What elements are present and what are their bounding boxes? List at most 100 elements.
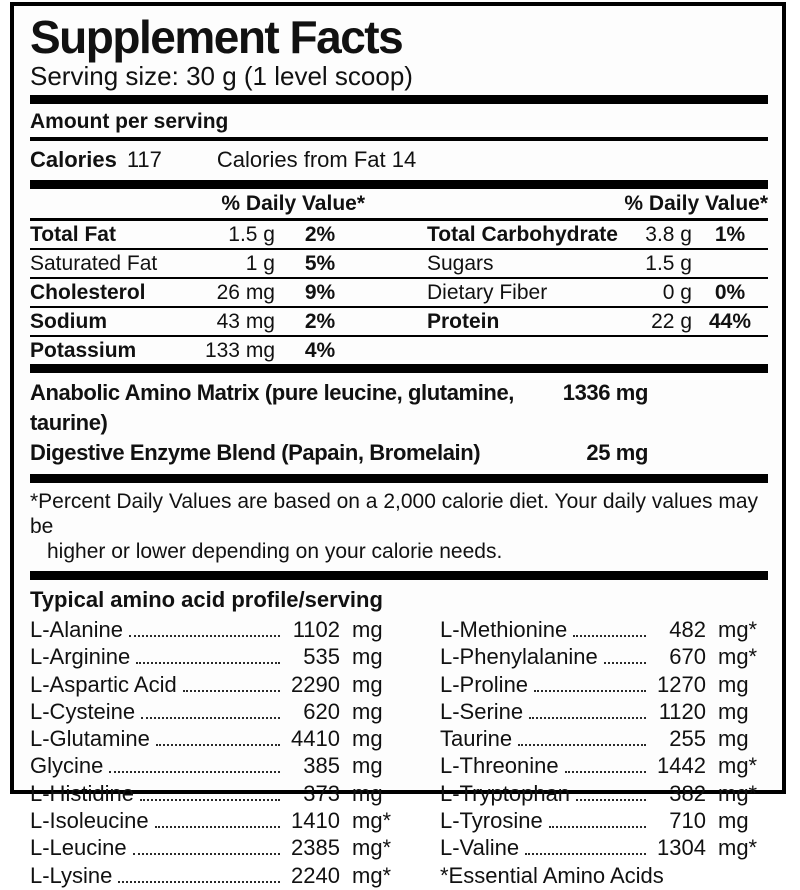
calories-row: Calories 117 Calories from Fat 14 bbox=[30, 141, 768, 180]
spacer bbox=[648, 378, 768, 438]
nutrient-amount: 43 mg bbox=[216, 310, 275, 333]
dot-leader bbox=[534, 689, 646, 692]
amino-unit: mg* bbox=[352, 835, 392, 861]
calories-label: Calories bbox=[30, 147, 117, 172]
amino-name: L-Aspartic Acid bbox=[30, 671, 177, 697]
divider-thick bbox=[30, 474, 768, 483]
amino-unit: mg* bbox=[718, 617, 758, 642]
amino-value: 482 bbox=[669, 617, 706, 642]
amino-value: 255 bbox=[669, 726, 706, 752]
dot-leader bbox=[128, 635, 280, 637]
amino-value: 373 bbox=[303, 780, 340, 806]
list-item: Glycine 385 mg bbox=[30, 753, 402, 780]
amino-name: L-Serine bbox=[440, 698, 524, 724]
amino-unit: mg bbox=[718, 726, 749, 752]
amino-value: 1442 bbox=[657, 753, 706, 779]
amino-value: 1120 bbox=[658, 698, 706, 724]
amino-unit: mg bbox=[352, 753, 383, 779]
amino-name: L-Cysteine bbox=[30, 698, 136, 724]
divider-thick bbox=[30, 95, 768, 104]
dot-leader bbox=[182, 689, 280, 692]
nutrient-name: Total Carbohydrate bbox=[427, 223, 618, 246]
amino-unit: mg bbox=[352, 726, 383, 752]
amino-unit: mg bbox=[718, 671, 749, 697]
panel-title: Supplement Facts bbox=[30, 11, 404, 63]
nutrient-dv: 2% bbox=[304, 310, 336, 333]
nutrient-dv: 1% bbox=[714, 223, 746, 246]
dot-leader bbox=[564, 771, 646, 774]
list-item: L-Aspartic Acid 2290 mg bbox=[30, 672, 402, 699]
column-gap bbox=[402, 617, 440, 890]
amino-name: L-Isoleucine bbox=[30, 808, 149, 834]
column-gap bbox=[365, 221, 427, 248]
blend-row: Anabolic Amino Matrix (pure leucine, glu… bbox=[30, 378, 768, 438]
table-row: Saturated Fat 1 g 5% Sugars 1.5 g bbox=[30, 248, 768, 277]
nutrient-dv: 44% bbox=[708, 310, 752, 333]
list-item: L-Methionine 482 mg* bbox=[440, 617, 768, 644]
amino-column-left: L-Alanine 1102 mg L-Arginine 535 mg L-Aspart… bbox=[30, 617, 402, 890]
column-gap bbox=[365, 337, 427, 364]
amino-value: 535 bbox=[303, 644, 340, 670]
dot-leader bbox=[155, 744, 280, 747]
amino-value: 620 bbox=[303, 698, 340, 724]
list-item: L-Arginine 535 mg bbox=[30, 644, 402, 671]
list-item: L-Proline 1270 mg bbox=[440, 672, 768, 699]
nutrient-amount: 22 g bbox=[651, 310, 692, 333]
dot-leader bbox=[118, 880, 280, 883]
dot-leader bbox=[573, 635, 646, 637]
nutrient-name: Potassium bbox=[30, 339, 137, 362]
amino-unit: mg bbox=[352, 698, 383, 724]
amino-value: 382 bbox=[669, 780, 706, 806]
amino-name: Taurine bbox=[440, 726, 513, 752]
blend-row: Digestive Enzyme Blend (Papain, Bromelai… bbox=[30, 438, 768, 468]
list-item: L-Phenylalanine 670 mg* bbox=[440, 644, 768, 671]
amino-name: Glycine bbox=[30, 753, 104, 779]
amino-profile-heading: Typical amino acid profile/serving bbox=[30, 587, 383, 612]
dot-leader bbox=[109, 771, 280, 774]
dot-leader bbox=[529, 716, 646, 719]
spacer bbox=[480, 438, 530, 468]
dot-leader bbox=[525, 853, 646, 856]
dot-leader bbox=[518, 744, 646, 747]
spacer bbox=[648, 438, 768, 468]
calories-value: 117 bbox=[126, 147, 162, 172]
list-item: L-Cysteine 620 mg bbox=[30, 699, 402, 726]
amino-name: L-Valine bbox=[440, 835, 520, 861]
amino-unit: mg bbox=[352, 644, 383, 670]
amino-name: L-Threonine bbox=[440, 753, 559, 779]
nutrient-amount: 1 g bbox=[245, 252, 275, 275]
amino-unit: mg bbox=[718, 808, 749, 834]
amino-column-right: L-Methionine 482 mg* L-Phenylalanine 670 mg*… bbox=[440, 617, 768, 890]
nutrient-dv bbox=[692, 337, 768, 364]
nutrient-name: Protein bbox=[427, 310, 500, 333]
divider-thick bbox=[30, 364, 768, 373]
list-item: Taurine 255 mg bbox=[440, 726, 768, 753]
list-item: L-Tryptophan 382 mg* bbox=[440, 781, 768, 808]
amount-per-serving-heading: Amount per serving bbox=[30, 110, 229, 133]
amino-unit: mg* bbox=[718, 835, 758, 861]
amino-name: L-Arginine bbox=[30, 644, 131, 670]
daily-value-header-right: % Daily Value* bbox=[624, 192, 768, 215]
list-item: L-Leucine 2385 mg* bbox=[30, 835, 402, 862]
amino-name: L-Leucine bbox=[30, 835, 127, 861]
amino-name: L-Tyrosine bbox=[440, 808, 543, 834]
nutrient-amount: 1.5 g bbox=[645, 252, 692, 275]
amino-name: L-Histidine bbox=[30, 780, 134, 806]
list-item: L-Isoleucine 1410 mg* bbox=[30, 808, 402, 835]
amino-unit: mg* bbox=[352, 808, 392, 834]
amino-acid-list: L-Alanine 1102 mg L-Arginine 535 mg L-Aspart… bbox=[30, 617, 768, 890]
amino-name: L-Glutamine bbox=[30, 726, 150, 752]
essential-amino-note: *Essential Amino Acids bbox=[440, 862, 664, 888]
amino-value: 1304 bbox=[657, 835, 706, 861]
amino-value: 1410 bbox=[291, 808, 340, 834]
daily-value-header-left: % Daily Value* bbox=[221, 192, 365, 215]
amino-value: 4410 bbox=[291, 726, 340, 752]
amino-value: 2290 bbox=[291, 671, 340, 697]
list-item: L-Lysine 2240 mg* bbox=[30, 863, 402, 890]
column-gap bbox=[365, 250, 427, 277]
nutrient-dv: 4% bbox=[304, 339, 336, 362]
amino-name: L-Tryptophan bbox=[440, 780, 571, 806]
nutrient-name: Cholesterol bbox=[30, 281, 146, 304]
table-row: Total Fat 1.5 g 2% Total Carbohydrate 3.… bbox=[30, 221, 768, 248]
table-row: Sodium 43 mg 2% Protein 22 g 44% bbox=[30, 306, 768, 335]
